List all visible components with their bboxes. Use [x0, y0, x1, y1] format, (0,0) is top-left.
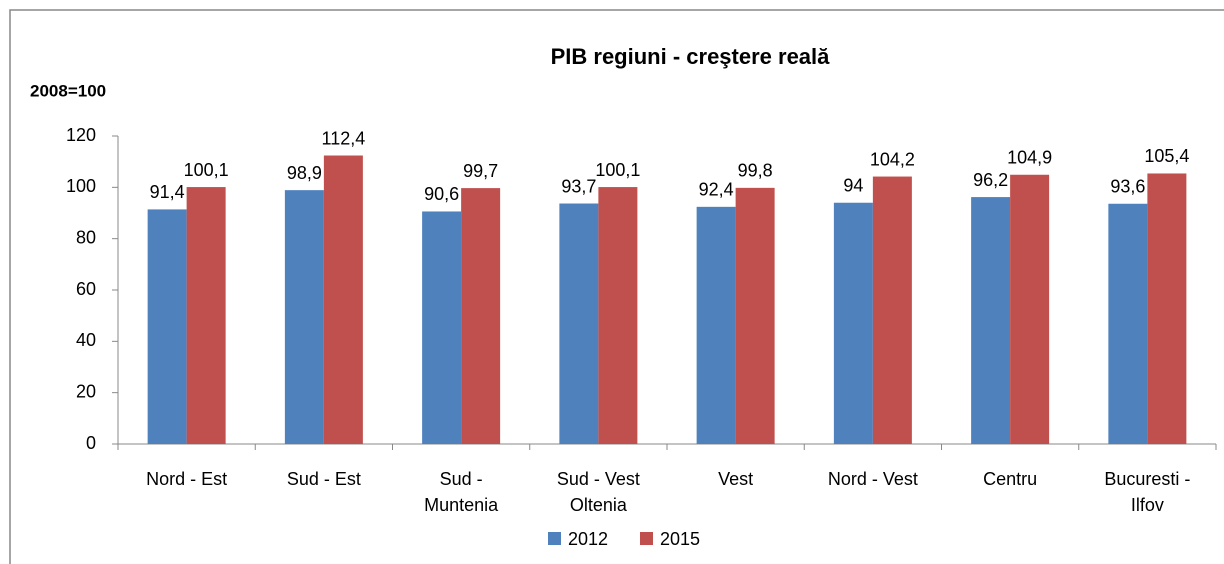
bar	[833, 202, 873, 444]
y-tick-label: 40	[76, 330, 96, 350]
bar	[422, 211, 462, 444]
value-label: 104,2	[870, 149, 915, 169]
bar	[186, 187, 226, 444]
bar	[1010, 174, 1050, 445]
value-label: 94	[843, 175, 863, 195]
value-label: 105,4	[1144, 146, 1189, 166]
value-label: 98,9	[287, 163, 322, 183]
bar	[323, 155, 363, 445]
y-tick-label: 80	[76, 227, 96, 247]
bar	[1108, 203, 1148, 444]
y-tick-label: 100	[66, 176, 96, 196]
legend-swatch	[640, 532, 653, 545]
y-tick-label: 20	[76, 381, 96, 401]
bar	[147, 209, 187, 444]
bar	[696, 206, 736, 444]
x-tick-label: Nord - Est	[146, 469, 227, 489]
bar	[461, 188, 501, 444]
x-tick-label: Sud - Vest	[557, 469, 640, 489]
x-tick-label: Bucuresti -	[1104, 469, 1190, 489]
x-tick-label: Centru	[983, 469, 1037, 489]
value-label: 104,9	[1007, 148, 1052, 168]
bar	[971, 197, 1011, 444]
x-tick-label: Muntenia	[424, 495, 499, 515]
x-tick-label: Oltenia	[570, 495, 628, 515]
legend-label: 2012	[568, 529, 608, 549]
y-tick-label: 60	[76, 279, 96, 299]
y-tick-label: 120	[66, 125, 96, 145]
value-label: 93,7	[561, 176, 596, 196]
bar	[1147, 173, 1187, 444]
x-tick-label: Sud -	[440, 469, 483, 489]
y-tick-label: 0	[86, 433, 96, 453]
x-tick-label: Sud - Est	[287, 469, 361, 489]
value-label: 93,6	[1110, 177, 1145, 197]
x-tick-label: Nord - Vest	[828, 469, 918, 489]
bar	[559, 203, 599, 444]
bar	[284, 190, 324, 444]
x-tick-label: Vest	[718, 469, 753, 489]
value-label: 99,8	[738, 161, 773, 181]
legend-swatch	[548, 532, 561, 545]
bar	[735, 187, 775, 444]
value-label: 91,4	[150, 182, 185, 202]
value-label: 112,4	[322, 128, 366, 148]
value-label: 92,4	[699, 180, 734, 200]
chart-title: PIB regiuni - creştere reală	[551, 44, 831, 69]
value-label: 90,6	[424, 184, 459, 204]
value-label: 99,7	[463, 161, 498, 181]
value-label: 100,1	[595, 160, 640, 180]
x-tick-label: Ilfov	[1131, 495, 1164, 515]
bar	[598, 187, 638, 444]
legend-label: 2015	[660, 529, 700, 549]
bar	[872, 176, 912, 444]
value-label: 100,1	[184, 160, 229, 180]
value-label: 96,2	[973, 170, 1008, 190]
unit-label: 2008=100	[30, 81, 106, 100]
